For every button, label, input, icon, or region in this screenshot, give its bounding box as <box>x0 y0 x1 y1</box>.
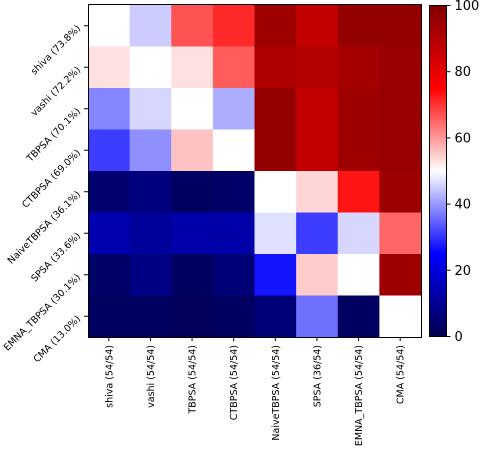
heatmap-cell <box>254 129 297 172</box>
heatmap-cell <box>88 295 131 338</box>
row-labels: shiva (73.8%)vashi (72.2%)TBPSA (70.1%)C… <box>2 23 88 365</box>
column-label: SPSA (36/54) <box>312 345 323 407</box>
heatmap-cell <box>171 46 214 89</box>
heatmap-cell <box>379 171 422 214</box>
heatmap-cell <box>88 129 131 172</box>
column-label: NaiveTBPSA (54/54) <box>271 345 282 441</box>
heatmap-cell <box>337 171 380 214</box>
heatmap-cell <box>337 88 380 131</box>
heatmap-cell <box>171 295 214 338</box>
heatmap-cell <box>379 5 422 48</box>
column-label: CTBPSA (54/54) <box>229 345 240 420</box>
heatmap-cell <box>254 88 297 131</box>
heatmap-cell <box>379 212 422 255</box>
heatmap-cell <box>254 295 297 338</box>
heatmap-cell <box>379 88 422 131</box>
column-label: EMNA_TBPSA (54/54) <box>354 345 365 446</box>
heatmap-cell <box>129 5 172 48</box>
heatmap-cell <box>296 46 339 89</box>
heatmap-cell <box>212 46 256 89</box>
heatmap-cell <box>212 295 256 338</box>
heatmap-cell <box>88 254 131 297</box>
column-label: CMA (54/54) <box>396 345 407 404</box>
heatmap-cell <box>254 254 297 297</box>
heatmap-cell <box>254 171 297 214</box>
heatmap-cell <box>379 46 422 89</box>
heatmap-cell <box>254 212 297 255</box>
heatmap-cell <box>379 295 422 338</box>
colorbar-tick-label: 40 <box>455 198 472 213</box>
heatmap-cell <box>337 5 380 48</box>
colorbar-tick-label: 100 <box>455 0 480 14</box>
column-label: vashi (54/54) <box>146 345 157 408</box>
heatmap-cell <box>379 129 422 172</box>
heatmap-cell <box>129 254 172 297</box>
heatmap-cell <box>88 171 131 214</box>
heatmap-cell <box>296 295 339 338</box>
heatmap-cell <box>212 212 256 255</box>
heatmap-cell <box>296 171 339 214</box>
heatmap-cell <box>88 212 131 255</box>
heatmap-cells <box>88 5 422 338</box>
column-labels: shiva (54/54) vashi (54/54) TBPSA (54/54) C… <box>104 337 407 446</box>
heatmap-cell <box>88 88 131 131</box>
heatmap-cell <box>254 46 297 89</box>
heatmap-cell <box>379 254 422 297</box>
heatmap-cell <box>296 212 339 255</box>
heatmap-cell <box>88 46 131 89</box>
heatmap-cell <box>88 5 131 48</box>
heatmap-cell <box>337 46 380 89</box>
heatmap-cell <box>254 5 297 48</box>
column-label: TBPSA (54/54) <box>188 345 199 415</box>
colorbar <box>429 5 447 337</box>
heatmap-cell <box>296 88 339 131</box>
row-label: NaiveTBPSA (36.1%) <box>6 189 83 266</box>
heatmap-cell <box>171 171 214 214</box>
heatmap-cell <box>129 295 172 338</box>
heatmap-cell <box>129 88 172 131</box>
colorbar-tick-label: 20 <box>455 264 472 279</box>
heatmap-cell <box>296 5 339 48</box>
colorbar-tick-label: 0 <box>455 330 463 345</box>
heatmap-cell <box>129 129 172 172</box>
heatmap-cell <box>337 212 380 255</box>
heatmap-cell <box>337 254 380 297</box>
heatmap-cell <box>171 5 214 48</box>
heatmap-cell <box>296 129 339 172</box>
heatmap-cell <box>212 129 256 172</box>
heatmap-cell <box>129 171 172 214</box>
heatmap-cell <box>171 212 214 255</box>
heatmap-cell <box>171 129 214 172</box>
column-label: shiva (54/54) <box>104 345 115 408</box>
heatmap-cell <box>171 88 214 131</box>
colorbar-tick-label: 60 <box>455 131 472 146</box>
heatmap-cell <box>129 212 172 255</box>
heatmap-cell <box>212 5 256 48</box>
colorbar-tick-label: 80 <box>455 65 472 80</box>
heatmap-cell <box>212 171 256 214</box>
plot-frame <box>88 4 422 338</box>
row-label: EMNA_TBPSA (30.1%) <box>2 272 83 353</box>
heatmap-cell <box>337 129 380 172</box>
heatmap-cell <box>171 254 214 297</box>
colorbar-ticks: 0 20 40 60 80 100 <box>446 0 480 345</box>
heatmap-cell <box>337 295 380 338</box>
heatmap-cell <box>212 254 256 297</box>
heatmap-cell <box>129 46 172 89</box>
heatmap-cell <box>296 254 339 297</box>
heatmap-cell <box>212 88 256 131</box>
